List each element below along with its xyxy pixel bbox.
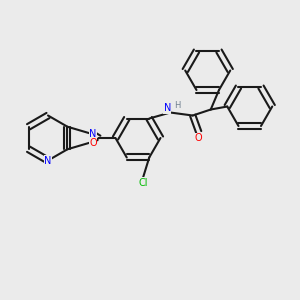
Text: Cl: Cl <box>139 178 148 188</box>
Text: N: N <box>89 129 97 139</box>
Text: H: H <box>175 100 181 109</box>
Text: O: O <box>89 138 97 148</box>
Text: N: N <box>44 155 52 166</box>
Text: N: N <box>164 103 171 113</box>
Text: O: O <box>195 133 202 143</box>
